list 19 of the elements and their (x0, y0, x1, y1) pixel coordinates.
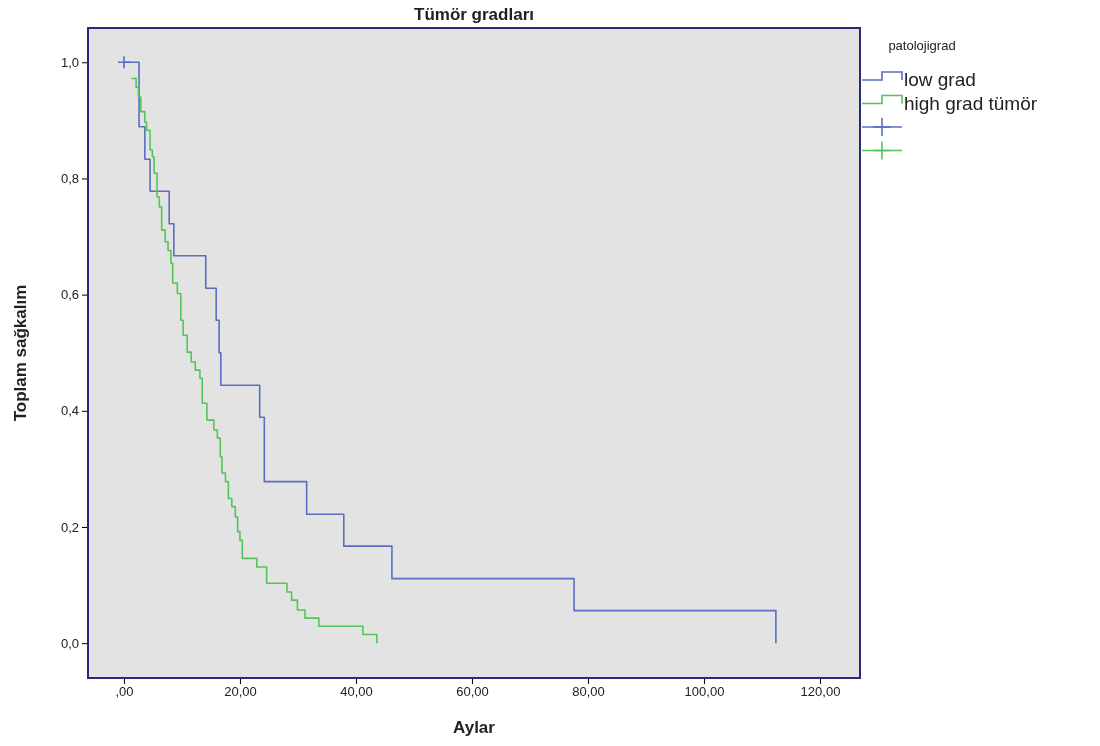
legend-label: high grad tümör (904, 92, 1038, 114)
y-tick-label: 0,0 (60, 635, 79, 651)
y-tick-label: 0,4 (60, 403, 79, 419)
x-tick-label: ,00 (115, 684, 134, 700)
y-tick-label: 0,2 (60, 519, 79, 535)
x-tick-label: 20,00 (224, 684, 257, 700)
y-tick-label: 1,0 (60, 54, 79, 70)
x-axis-title: Aylar (453, 718, 496, 737)
y-tick-label: 0,8 (60, 171, 79, 187)
y-tick-label: 0,6 (60, 287, 79, 303)
y-axis-title: Toplam sağkalım (11, 284, 30, 422)
legend-title: patolojigrad (888, 38, 956, 53)
chart-title: Tümör gradları (414, 5, 534, 24)
x-tick-label: 120,00 (800, 684, 841, 700)
legend-label: low grad (904, 69, 976, 90)
x-tick-label: 40,00 (340, 684, 373, 700)
x-tick-label: 60,00 (456, 684, 489, 700)
x-tick-label: 100,00 (684, 684, 725, 700)
x-tick-label: 80,00 (572, 684, 605, 700)
